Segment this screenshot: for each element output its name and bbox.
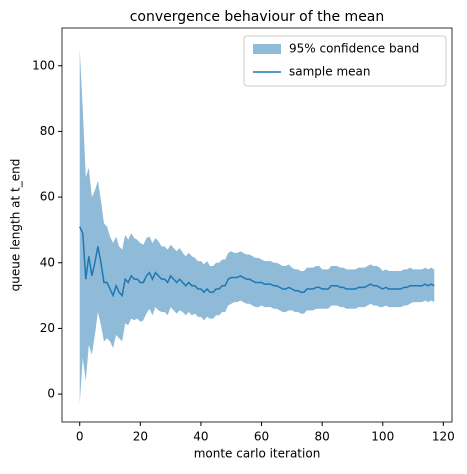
y-tick-label: 0 [47,387,55,401]
plot-frame [61,27,453,423]
x-tick-label: 120 [432,430,455,444]
legend-label: sample mean [289,65,370,79]
y-tick-label: 40 [40,255,55,269]
mean-line [79,226,435,298]
legend-label: 95% confidence band [289,42,419,56]
y-tick-label: 80 [40,124,55,138]
x-tick-label: 40 [193,430,208,444]
x-tick-label: 100 [371,430,394,444]
y-tick-label: 60 [40,190,55,204]
x-tick-label: 20 [133,430,148,444]
legend-box [243,35,447,87]
legend-swatch [253,44,281,54]
x-axis-label: monte carlo iteration [194,447,321,461]
x-tick-label: 60 [254,430,269,444]
y-axis-label: queue length at t_end [9,159,23,292]
chart-title: convergence behaviour of the mean [130,9,385,25]
x-tick-label: 0 [76,430,84,444]
y-tick-label: 100 [32,58,55,72]
x-tick-label: 80 [315,430,330,444]
y-tick-label: 20 [40,321,55,335]
